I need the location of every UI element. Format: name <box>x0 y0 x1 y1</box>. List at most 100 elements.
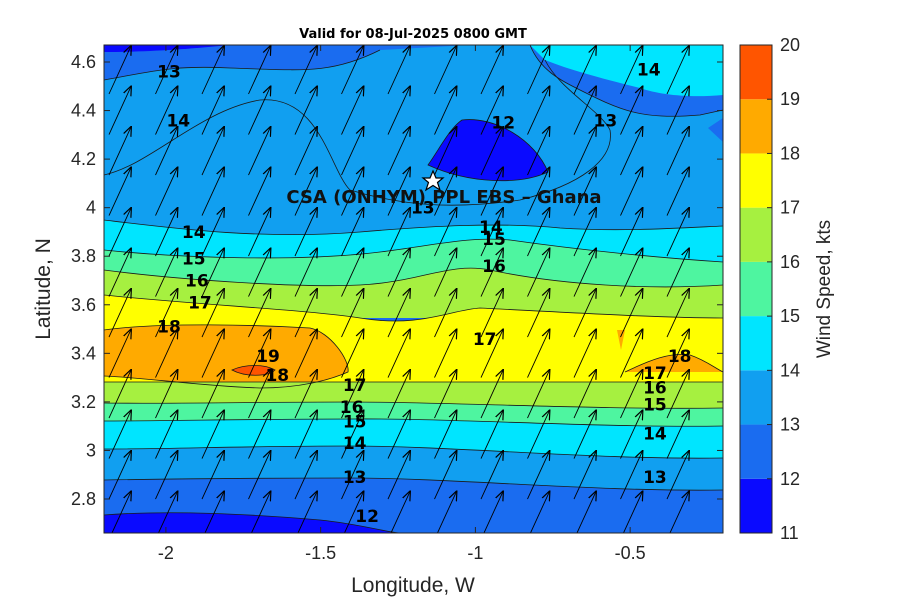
wind-vector <box>434 168 457 216</box>
band-15-16-south <box>104 402 723 427</box>
contour-label: 18 <box>668 347 692 367</box>
wind-vector <box>108 330 131 378</box>
chart-title: Valid for 08-Jul-2025 0800 GMT <box>299 27 527 42</box>
band-11-12-topleft <box>104 45 230 52</box>
wind-speed-contour-fill <box>104 45 723 533</box>
wind-vector <box>527 127 550 176</box>
wind-vector <box>155 208 178 257</box>
wind-vector <box>341 411 364 459</box>
contour-label: 12 <box>355 507 379 527</box>
plot-frame <box>103 44 724 534</box>
wind-vector <box>201 451 224 500</box>
colorbar-tick-label: 18 <box>780 143 800 163</box>
wind-vector <box>108 168 131 216</box>
wind-vector <box>343 492 364 533</box>
wind-vector <box>294 370 317 419</box>
wind-vector <box>341 168 364 216</box>
wind-vector <box>387 289 410 338</box>
wind-vector <box>387 370 410 419</box>
wind-vector <box>108 208 131 257</box>
wind-vector <box>576 492 596 533</box>
wind-vector <box>108 46 131 95</box>
contour-label: 16 <box>185 272 209 292</box>
wind-vector <box>666 330 689 378</box>
colorbar-segment <box>740 316 772 371</box>
wind-vector <box>620 168 643 216</box>
wind-vector <box>434 46 457 95</box>
wind-vector <box>573 208 596 257</box>
wind-vector <box>201 411 224 459</box>
site-star-icon <box>421 169 445 192</box>
x-tick-label: -1.5 <box>305 543 336 563</box>
wind-vector <box>620 249 643 297</box>
x-tick-label: -2 <box>158 543 174 563</box>
site-name: CSA (ONHYM) PPL EBS – Ghana <box>286 187 601 208</box>
wind-vector <box>294 208 317 257</box>
wind-vector <box>480 411 503 459</box>
wind-vector <box>108 289 131 338</box>
wind-vector <box>573 87 596 135</box>
wind-vector <box>155 127 178 176</box>
wind-vector <box>201 87 224 135</box>
wind-vector <box>573 289 596 338</box>
wind-vector <box>341 127 364 176</box>
wind-vector <box>108 411 131 459</box>
colorbar-segment <box>740 478 772 533</box>
contour-label: 15 <box>643 395 667 415</box>
contour-label: 19 <box>256 347 280 367</box>
band-13-14-north <box>104 45 723 255</box>
wind-vector <box>294 451 317 500</box>
contour-label: 15 <box>482 230 506 250</box>
wind-vector <box>527 168 550 216</box>
wind-vector <box>480 208 503 257</box>
contour-label: 14 <box>479 218 503 238</box>
wind-vector <box>666 168 689 216</box>
wind-vector <box>666 46 689 95</box>
colorbar-tick-label: 20 <box>780 35 800 55</box>
wind-vector <box>666 208 689 257</box>
band-11-12-southwest <box>104 512 400 533</box>
wind-vector <box>111 492 131 533</box>
wind-vector <box>294 87 317 135</box>
contour-label: 13 <box>594 111 618 131</box>
contour-label: 13 <box>643 468 667 488</box>
wind-vector <box>108 87 131 135</box>
wind-vector <box>155 168 178 216</box>
wind-vector <box>573 168 596 216</box>
band-13-14-south <box>104 446 723 491</box>
x-axis: -2 -1.5 -1 -0.5 <box>158 45 646 563</box>
wind-vector <box>620 46 643 95</box>
y-tick-label: 3.4 <box>71 343 96 363</box>
x-axis-label: Longitude, W <box>351 574 475 597</box>
wind-vector <box>434 370 457 419</box>
wind-vector <box>666 411 689 459</box>
wind-vector <box>434 249 457 297</box>
colorbar-tick-label: 15 <box>780 306 800 326</box>
wind-vector <box>387 168 410 216</box>
contour-label: 17 <box>473 330 497 350</box>
colorbar-tick-label: 13 <box>780 415 800 435</box>
wind-vector <box>527 370 550 419</box>
band-11-12-north <box>428 119 548 181</box>
colorbar-segment <box>740 370 772 425</box>
wind-vector <box>201 289 224 338</box>
wind-vector <box>341 249 364 297</box>
wind-vector <box>620 87 643 135</box>
wind-vector <box>620 411 643 459</box>
colorbar-segment <box>740 153 772 208</box>
y-tick-label: 4.6 <box>71 52 96 72</box>
contour-label: 13 <box>343 468 367 488</box>
wind-vector <box>248 451 271 500</box>
wind-vector <box>573 451 596 500</box>
x-tick-label: -1 <box>467 543 483 563</box>
wind-vector <box>387 127 410 176</box>
wind-vector <box>248 168 271 216</box>
wind-vector <box>434 289 457 338</box>
wind-vector <box>248 87 271 135</box>
colorbar-segment <box>740 45 772 100</box>
wind-vector <box>108 127 131 176</box>
wind-vector <box>297 492 317 533</box>
wind-vector <box>201 168 224 216</box>
